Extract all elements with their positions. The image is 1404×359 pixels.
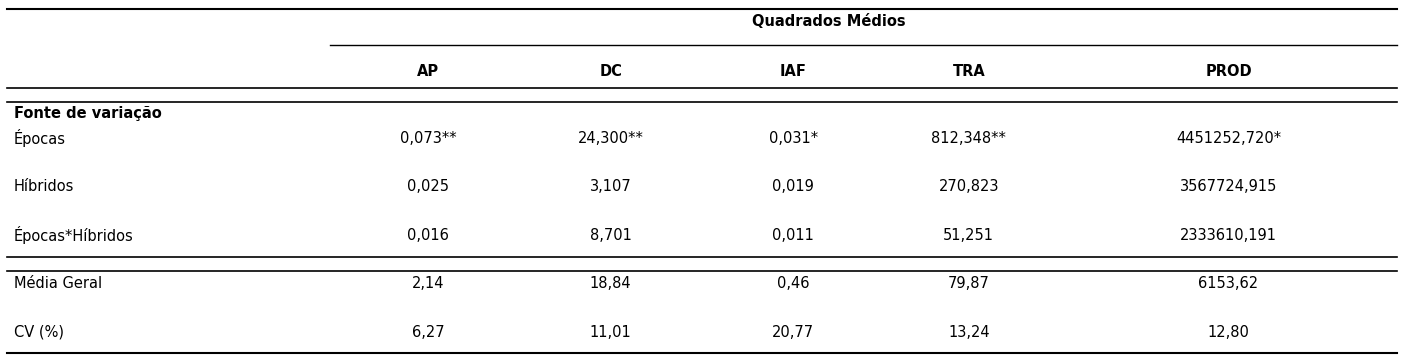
Text: 24,300**: 24,300** [578,131,643,146]
Text: 0,073**: 0,073** [400,131,456,146]
Text: 11,01: 11,01 [590,325,632,340]
Text: 4451252,720*: 4451252,720* [1177,131,1280,146]
Text: 18,84: 18,84 [590,276,632,291]
Text: 0,011: 0,011 [772,228,814,243]
Text: 0,46: 0,46 [776,276,810,291]
Text: Épocas*Híbridos: Épocas*Híbridos [14,226,133,244]
Text: 0,016: 0,016 [407,228,449,243]
Text: TRA: TRA [952,64,986,79]
Text: 12,80: 12,80 [1207,325,1250,340]
Text: Fonte de variação: Fonte de variação [14,106,161,121]
Text: 6,27: 6,27 [411,325,445,340]
Text: Quadrados Médios: Quadrados Médios [751,14,906,29]
Text: 0,025: 0,025 [407,179,449,194]
Text: 0,031*: 0,031* [769,131,817,146]
Text: 13,24: 13,24 [948,325,990,340]
Text: 270,823: 270,823 [938,179,1000,194]
Text: CV (%): CV (%) [14,325,65,340]
Text: IAF: IAF [779,64,807,79]
Text: DC: DC [600,64,622,79]
Text: Híbridos: Híbridos [14,179,74,194]
Text: 79,87: 79,87 [948,276,990,291]
Text: 6153,62: 6153,62 [1199,276,1258,291]
Text: 2,14: 2,14 [411,276,445,291]
Text: 812,348**: 812,348** [931,131,1007,146]
Text: 8,701: 8,701 [590,228,632,243]
Text: 3567724,915: 3567724,915 [1179,179,1278,194]
Text: Média Geral: Média Geral [14,276,102,291]
Text: 2333610,191: 2333610,191 [1179,228,1278,243]
Text: 3,107: 3,107 [590,179,632,194]
Text: 51,251: 51,251 [943,228,994,243]
Text: PROD: PROD [1205,64,1252,79]
Text: 20,77: 20,77 [772,325,814,340]
Text: 0,019: 0,019 [772,179,814,194]
Text: AP: AP [417,64,439,79]
Text: Épocas: Épocas [14,129,66,147]
